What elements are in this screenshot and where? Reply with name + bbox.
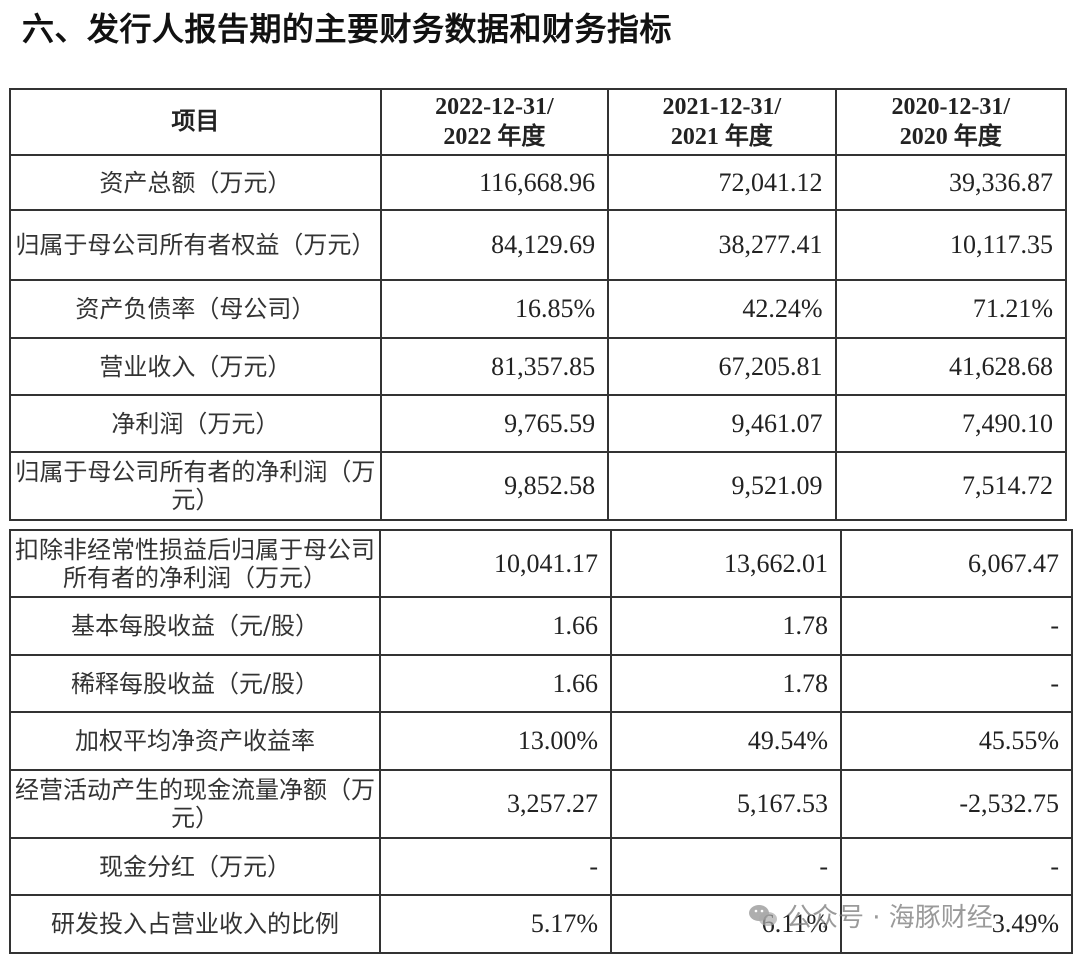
header-2020: 2020-12-31/2020 年度 [834, 88, 1068, 156]
row-label: 营业收入（万元） [9, 337, 382, 396]
row-label: 经营活动产生的现金流量净额（万元） [9, 769, 381, 839]
table-row: 稀释每股收益（元/股） 1.66 1.78 - [9, 654, 1073, 713]
cell-2022: 116,668.96 [379, 154, 610, 211]
financial-table-part2: 扣除非经常性损益后归属于母公司所有者的净利润（万元） 10,041.17 13,… [9, 529, 1073, 954]
row-label: 现金分红（万元） [9, 837, 381, 896]
cell-2020: 6,067.47 [840, 529, 1073, 598]
header-2022-year: 2022 年度 [443, 124, 546, 150]
cell-2021: 42.24% [607, 279, 837, 339]
header-2022: 2022-12-31/2022 年度 [379, 88, 610, 156]
cell-2022: 84,129.69 [379, 209, 610, 281]
cell-2020: 39,336.87 [834, 154, 1068, 211]
cell-2022: 1.66 [379, 654, 612, 713]
cell-2021: 72,041.12 [607, 154, 837, 211]
header-item-label: 项目 [171, 109, 220, 135]
row-label: 资产负债率（母公司） [9, 279, 382, 339]
cell-2022: 13.00% [379, 711, 612, 771]
cell-2020: - [840, 837, 1073, 896]
cell-2022: 16.85% [379, 279, 610, 339]
header-2020-year: 2020 年度 [899, 124, 1002, 150]
cell-2020: 7,514.72 [834, 451, 1068, 521]
page-title: 六、发行人报告期的主要财务数据和财务指标 [22, 10, 673, 48]
financial-table-part1: 项目 2022-12-31/2022 年度 2021-12-31/2021 年度… [9, 88, 1068, 521]
cell-2020: 45.55% [840, 711, 1073, 771]
cell-2022: 9,765.59 [379, 394, 610, 453]
row-label: 资产总额（万元） [9, 154, 382, 211]
cell-2021: 1.78 [610, 654, 842, 713]
watermark-text: 公众号 · 海豚财经 [786, 903, 993, 933]
header-2021-year: 2021 年度 [670, 124, 773, 150]
row-label: 加权平均净资产收益率 [9, 711, 381, 771]
table-row: 营业收入（万元） 81,357.85 67,205.81 41,628.68 [9, 337, 1068, 396]
cell-2020: 7,490.10 [834, 394, 1068, 453]
cell-2020: - [840, 654, 1073, 713]
wechat-icon [748, 903, 778, 929]
table-row: 扣除非经常性损益后归属于母公司所有者的净利润（万元） 10,041.17 13,… [9, 529, 1073, 598]
cell-2020: 41,628.68 [834, 337, 1068, 396]
row-label: 净利润（万元） [9, 394, 382, 453]
row-label: 扣除非经常性损益后归属于母公司所有者的净利润（万元） [9, 529, 381, 598]
header-2020-date: 2020-12-31/ [891, 94, 1011, 120]
cell-2022: 81,357.85 [379, 337, 610, 396]
table-row: 净利润（万元） 9,765.59 9,461.07 7,490.10 [9, 394, 1068, 453]
cell-2021: 6.11% [610, 894, 842, 954]
cell-2021: 49.54% [610, 711, 842, 771]
cell-2022: 3,257.27 [379, 769, 612, 839]
cell-2022: 5.17% [379, 894, 612, 954]
cell-2021: 38,277.41 [607, 209, 837, 281]
cell-2021: - [610, 837, 842, 896]
row-label: 稀释每股收益（元/股） [9, 654, 381, 713]
table-header-row: 项目 2022-12-31/2022 年度 2021-12-31/2021 年度… [9, 88, 1068, 156]
table-row: 归属于母公司所有者权益（万元） 84,129.69 38,277.41 10,1… [9, 209, 1068, 281]
cell-2022: - [379, 837, 612, 896]
table-row: 归属于母公司所有者的净利润（万元） 9,852.58 9,521.09 7,51… [9, 451, 1068, 521]
header-2021-date: 2021-12-31/ [662, 94, 782, 120]
header-2022-date: 2022-12-31/ [435, 94, 554, 120]
cell-2022: 9,852.58 [379, 451, 610, 521]
row-label: 归属于母公司所有者权益（万元） [9, 209, 382, 281]
cell-2020: 10,117.35 [834, 209, 1068, 281]
table-row: 资产负债率（母公司） 16.85% 42.24% 71.21% [9, 279, 1068, 339]
table-row: 现金分红（万元） - - - [9, 837, 1073, 896]
cell-2020: 71.21% [834, 279, 1068, 339]
cell-2021: 13,662.01 [610, 529, 842, 598]
cell-2021: 9,461.07 [607, 394, 837, 453]
cell-2020: 3.49% [840, 894, 1073, 954]
cell-2022: 10,041.17 [379, 529, 612, 598]
row-label: 研发投入占营业收入的比例 [9, 894, 381, 954]
cell-2021: 67,205.81 [607, 337, 837, 396]
table-row: 资产总额（万元） 116,668.96 72,041.12 39,336.87 [9, 154, 1068, 211]
row-label: 归属于母公司所有者的净利润（万元） [9, 451, 382, 521]
cell-2021: 9,521.09 [607, 451, 837, 521]
table-row: 加权平均净资产收益率 13.00% 49.54% 45.55% [9, 711, 1073, 771]
header-item: 项目 [9, 88, 382, 156]
cell-2021: 1.78 [610, 596, 842, 656]
table-row: 基本每股收益（元/股） 1.66 1.78 - [9, 596, 1073, 656]
cell-2020: - [840, 596, 1073, 656]
cell-2021: 5,167.53 [610, 769, 842, 839]
cell-2020: -2,532.75 [840, 769, 1073, 839]
row-label: 基本每股收益（元/股） [9, 596, 381, 656]
cell-2022: 1.66 [379, 596, 612, 656]
table-row: 经营活动产生的现金流量净额（万元） 3,257.27 5,167.53 -2,5… [9, 769, 1073, 839]
header-2021: 2021-12-31/2021 年度 [607, 88, 837, 156]
watermark: 公众号 · 海豚财经 [748, 897, 993, 934]
table-row: 研发投入占营业收入的比例 5.17% 6.11% 3.49% [9, 894, 1073, 954]
